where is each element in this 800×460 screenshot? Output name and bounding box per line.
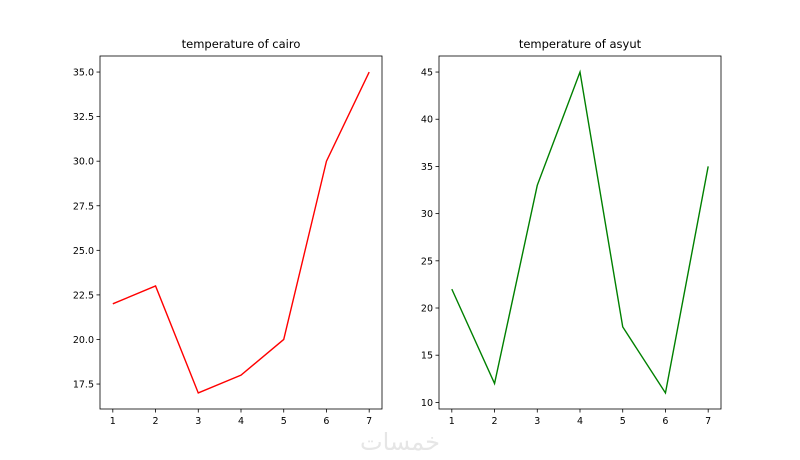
asyut-data-point (536, 184, 538, 186)
asyut-x-tick-label: 5 (620, 416, 626, 427)
cairo-y-axis: 17.5 20.0 22.5 25.0 27.5 30.0 32.5 35.0 (73, 68, 100, 391)
asyut-x-tick-label: 4 (577, 416, 583, 427)
cairo-data-point (112, 303, 114, 305)
asyut-data-point (579, 71, 581, 73)
asyut-y-tick-label: 10 (421, 398, 433, 409)
asyut-data-point (664, 392, 666, 394)
asyut-y-tick-label: 30 (421, 209, 433, 220)
cairo-y-tick-label: 22.5 (73, 290, 94, 301)
cairo-x-tick-label: 1 (110, 416, 116, 427)
cairo-x-tick-label: 2 (153, 416, 159, 427)
cairo-data-point (283, 338, 285, 340)
cairo-x-tick-label: 7 (366, 416, 372, 427)
cairo-x-tick-label: 5 (281, 416, 287, 427)
asyut-y-tick-label: 20 (421, 304, 433, 315)
cairo-x-tick-label: 3 (195, 416, 201, 427)
cairo-y-tick-label: 30.0 (73, 157, 94, 168)
asyut-x-tick-label: 1 (449, 416, 455, 427)
asyut-data-point (707, 165, 709, 167)
asyut-y-tick-label: 15 (421, 351, 433, 362)
cairo-data-point (368, 71, 370, 73)
asyut-y-axis: 10 15 20 25 30 35 40 45 (421, 68, 439, 409)
cairo-data-point (155, 285, 157, 287)
asyut-y-tick-label: 35 (421, 162, 433, 173)
cairo-x-tick-label: 4 (238, 416, 244, 427)
asyut-x-axis: 1 2 3 4 5 6 7 (449, 409, 711, 427)
cairo-y-tick-label: 35.0 (73, 68, 94, 79)
asyut-x-tick-label: 6 (662, 416, 668, 427)
asyut-y-tick-label: 45 (421, 68, 433, 79)
asyut-x-tick-label: 2 (492, 416, 498, 427)
asyut-y-tick-label: 25 (421, 256, 433, 267)
cairo-temperature-chart: temperature of cairo 17.5 20.0 22.5 25.0 27.… (73, 37, 383, 427)
cairo-y-tick-label: 20.0 (73, 335, 94, 346)
watermark-logo: خمسات (360, 428, 440, 456)
asyut-y-tick-label: 40 (421, 115, 433, 126)
cairo-y-tick-label: 17.5 (73, 380, 94, 391)
cairo-x-tick-label: 6 (323, 416, 329, 427)
cairo-y-tick-label: 32.5 (73, 112, 94, 123)
asyut-data-point (622, 326, 624, 328)
asyut-x-tick-label: 3 (534, 416, 540, 427)
cairo-data-point (325, 160, 327, 162)
asyut-x-tick-label: 7 (705, 416, 711, 427)
cairo-data-point (240, 374, 242, 376)
cairo-data-point (197, 392, 199, 394)
cairo-x-axis: 1 2 3 4 5 6 7 (110, 409, 372, 427)
asyut-chart-title: temperature of asyut (519, 37, 642, 51)
cairo-temperature-line (112, 71, 370, 394)
cairo-y-tick-label: 27.5 (73, 201, 94, 212)
cairo-chart-title: temperature of cairo (182, 37, 301, 51)
asyut-temperature-line (451, 69, 709, 395)
asyut-data-point (494, 383, 496, 385)
asyut-data-point (451, 288, 453, 290)
cairo-y-tick-label: 25.0 (73, 246, 94, 257)
